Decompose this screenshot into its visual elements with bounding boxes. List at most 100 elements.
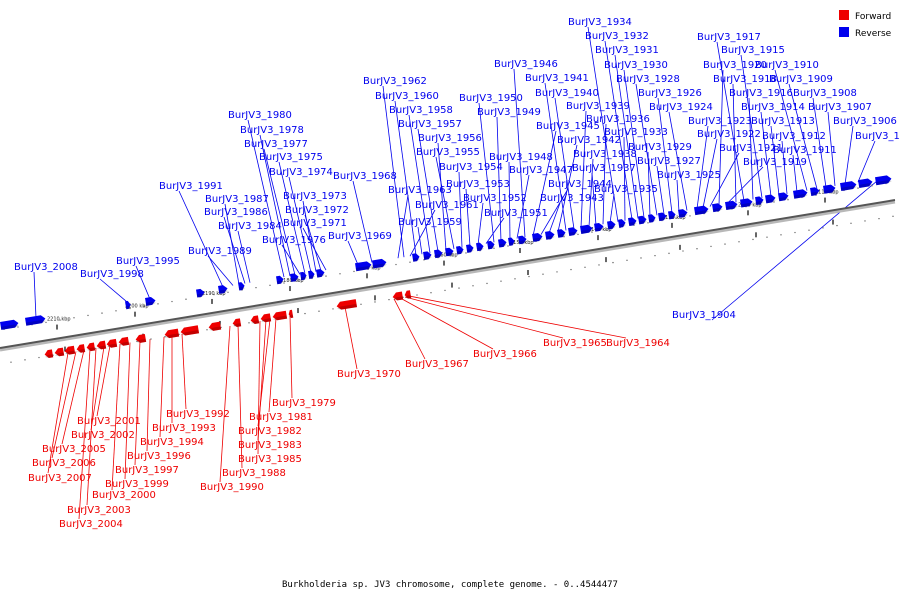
track-dot	[150, 338, 152, 340]
reverse-gene-label: BurJV3_1952	[463, 193, 527, 204]
reverse-gene-label: BurJV3_1986	[204, 207, 268, 218]
reverse-gene-arrow	[607, 220, 616, 230]
forward-gene-label: BurJV3_1981	[249, 412, 313, 423]
track-dot	[514, 278, 516, 280]
track-dot	[668, 252, 670, 255]
forward-gene-label: BurJV3_1964	[606, 338, 670, 349]
reverse-gene-label: BurJV3_1929	[628, 142, 692, 153]
reverse-gene-arrow	[594, 222, 604, 232]
reverse-gene-label: BurJV3_1926	[638, 88, 702, 99]
reverse-gene-label: BurJV3_1942	[557, 135, 621, 146]
reverse-gene-arrow	[668, 210, 676, 220]
reverse-gene-label: BurJV3_1933	[604, 127, 668, 138]
reverse-gene-arrow	[678, 209, 688, 218]
reverse-label-connector	[609, 193, 615, 224]
track-dot	[752, 238, 754, 241]
reverse-gene-arrow	[793, 189, 808, 199]
forward-gene-label: BurJV3_2006	[32, 458, 96, 469]
track-dot	[458, 287, 460, 289]
track-dot	[724, 243, 726, 245]
reverse-gene-label: BurJV3_1911	[773, 145, 837, 156]
forward-gene-arrow	[392, 291, 404, 301]
track-dot	[682, 250, 684, 252]
forward-label-connector	[146, 339, 151, 452]
reverse-gene-arrow	[618, 219, 626, 228]
track-dot	[248, 322, 250, 324]
track-dot	[570, 268, 572, 271]
forward-gene-label: BurJV3_1999	[105, 479, 169, 490]
forward-gene-arrow	[336, 299, 358, 310]
reverse-label-connector	[827, 111, 836, 186]
track-dot	[500, 280, 502, 282]
track-dot	[129, 307, 131, 310]
reverse-label-connector	[435, 156, 455, 250]
track-dot	[374, 301, 376, 303]
reverse-label-connector	[477, 202, 484, 246]
forward-label-connector	[86, 348, 97, 506]
reverse-gene-label: BurJV3_1963	[388, 185, 452, 196]
reverse-label-connector	[792, 154, 798, 193]
forward-gene-arrow	[208, 321, 222, 331]
reverse-gene-arrow	[557, 229, 566, 238]
reverse-label-connector	[587, 26, 619, 222]
reverse-gene-label: BurJV3_1955	[416, 147, 480, 158]
reverse-gene-label: BurJV3_1961	[415, 200, 479, 211]
reverse-label-connector	[207, 255, 234, 286]
reverse-label-connector	[513, 68, 526, 238]
reverse-gene-label: BurJV3_1975	[259, 152, 323, 163]
reverse-gene-label: BurJV3_1928	[616, 74, 680, 85]
track-dot	[647, 222, 649, 224]
reverse-label-connector	[774, 69, 808, 191]
forward-gene-arrow	[106, 338, 118, 348]
reverse-gene-label: BurJV3_1998	[80, 269, 144, 280]
reverse-gene-label: BurJV3_1912	[762, 131, 826, 142]
track-dot	[696, 248, 698, 250]
reverse-label-connector	[224, 203, 240, 285]
reverse-label-connector	[33, 271, 37, 319]
reverse-label-connector	[259, 134, 291, 277]
track-dot	[339, 273, 341, 275]
track-dot	[185, 298, 187, 300]
reverse-label-connector	[557, 144, 578, 232]
forward-gene-arrow	[135, 334, 147, 343]
reverse-gene-arrow	[638, 215, 647, 225]
reverse-label-connector	[635, 83, 658, 216]
reverse-gene-label: BurJV3_1958	[389, 105, 453, 116]
reverse-gene-label: BurJV3_1925	[657, 170, 721, 181]
reverse-gene-arrow	[778, 192, 789, 202]
reverse-label-connector	[417, 226, 423, 255]
reverse-gene-label: BurJV3_1906	[833, 116, 897, 127]
reverse-gene-arrow	[372, 258, 387, 269]
track-dot	[143, 305, 145, 307]
reverse-gene-arrow	[434, 249, 443, 259]
track-dot	[836, 224, 838, 227]
forward-label-connector	[289, 316, 293, 399]
tick-label: 2130 kbp	[662, 215, 686, 221]
forward-gene-label: BurJV3_1983	[238, 440, 302, 451]
track-dot	[318, 310, 320, 312]
forward-label-connector	[134, 340, 141, 466]
reverse-label-connector	[748, 97, 754, 200]
reverse-label-connector	[709, 152, 740, 207]
reverse-label-connector	[857, 140, 876, 183]
track-dot	[591, 231, 593, 233]
forward-gene-label: BurJV3_1979	[272, 398, 336, 409]
reverse-gene-label: BurJV3_1974	[269, 167, 333, 178]
tick-label: 2160 kbp	[434, 253, 458, 259]
reverse-gene-label: BurJV3_1905	[855, 131, 900, 142]
track-dot	[45, 321, 47, 324]
forward-label-connector	[47, 352, 69, 474]
forward-gene-label: BurJV3_1992	[166, 409, 230, 420]
legend: Forward Reverse	[839, 10, 892, 39]
forward-gene-arrow	[232, 318, 242, 327]
track-dot	[612, 261, 614, 264]
reverse-label-connector	[347, 240, 359, 265]
reverse-label-connector	[591, 172, 597, 226]
track-dot	[563, 236, 565, 238]
reverse-gene-label: BurJV3_1916	[729, 88, 793, 99]
reverse-label-connector	[711, 178, 881, 321]
reverse-gene-arrow	[628, 217, 637, 227]
reverse-gene-label: BurJV3_1930	[604, 60, 668, 71]
reverse-gene-label: BurJV3_1984	[218, 221, 282, 232]
track-dot	[136, 340, 138, 343]
